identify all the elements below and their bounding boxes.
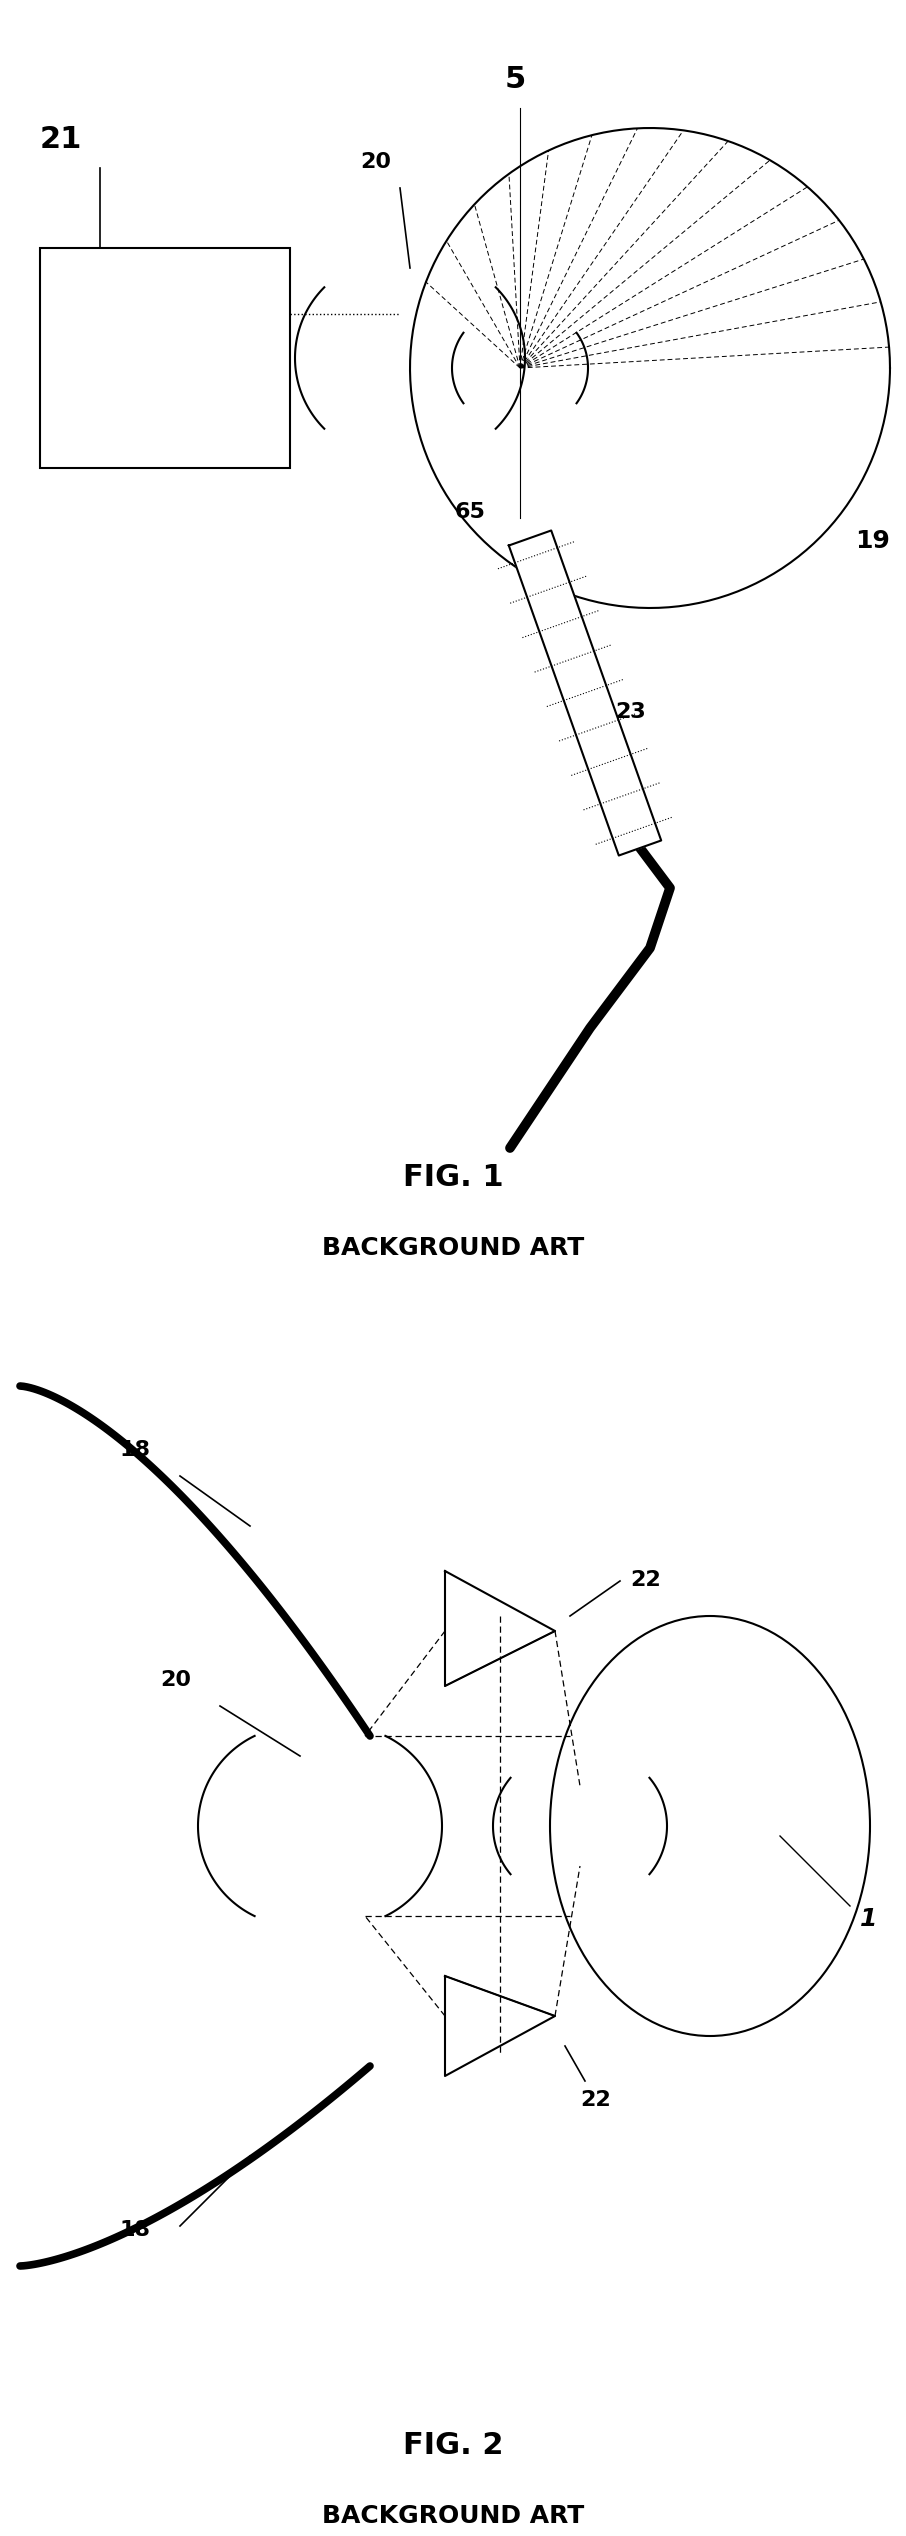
Text: FIG. 1: FIG. 1 (402, 1164, 504, 1192)
Text: BACKGROUND ART: BACKGROUND ART (322, 1235, 584, 1260)
Text: 20: 20 (160, 1671, 191, 1689)
Polygon shape (509, 530, 661, 855)
Text: 65: 65 (455, 502, 486, 522)
Text: 22: 22 (630, 1570, 660, 1590)
Text: 22: 22 (580, 2090, 611, 2110)
Text: 23: 23 (615, 702, 646, 723)
Text: 18: 18 (120, 2219, 151, 2239)
Text: BACKGROUND ART: BACKGROUND ART (322, 2503, 584, 2528)
Text: 18: 18 (120, 1440, 151, 1461)
Polygon shape (445, 1976, 555, 2077)
Text: 1: 1 (860, 1907, 877, 1930)
Text: 21: 21 (40, 124, 82, 155)
Text: 5: 5 (505, 66, 526, 94)
Text: 19: 19 (855, 530, 890, 553)
Text: FIG. 2: FIG. 2 (403, 2432, 503, 2460)
Polygon shape (445, 1570, 555, 1686)
Text: 20: 20 (360, 152, 391, 172)
Bar (40, 249, 290, 469)
